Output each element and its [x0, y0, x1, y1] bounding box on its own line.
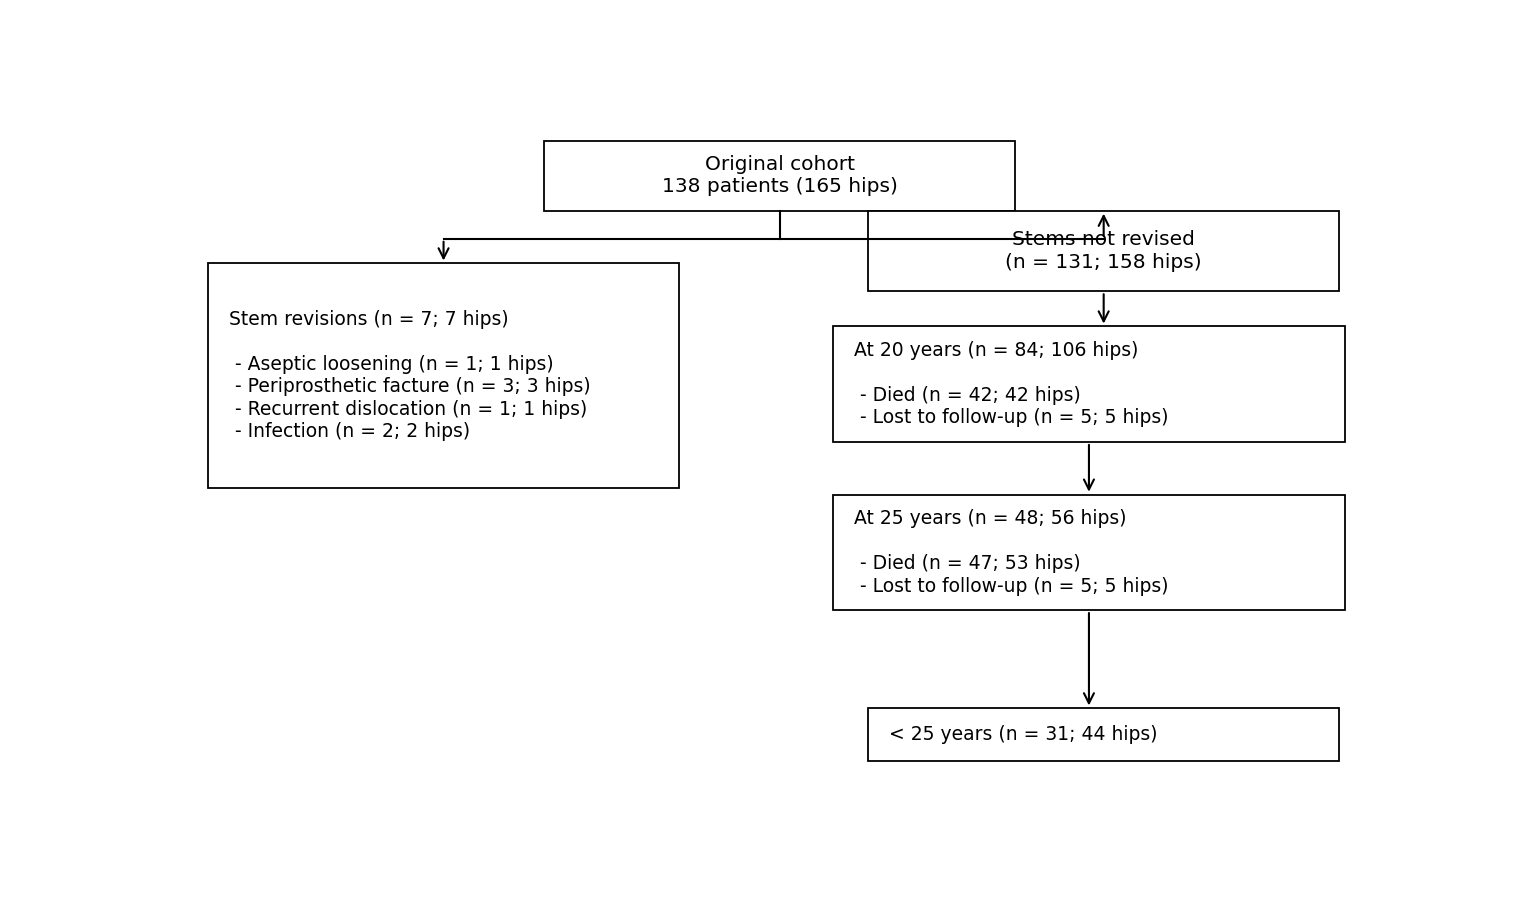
Text: Stems not revised: Stems not revised [1013, 230, 1196, 249]
Text: Original cohort: Original cohort [704, 155, 855, 174]
Text: - Aseptic loosening (n = 1; 1 hips): - Aseptic loosening (n = 1; 1 hips) [230, 355, 554, 374]
FancyBboxPatch shape [208, 263, 680, 488]
FancyBboxPatch shape [832, 495, 1346, 611]
Text: - Died (n = 42; 42 hips): - Died (n = 42; 42 hips) [853, 386, 1080, 405]
Text: - Lost to follow-up (n = 5; 5 hips): - Lost to follow-up (n = 5; 5 hips) [853, 409, 1168, 428]
FancyBboxPatch shape [868, 708, 1340, 761]
Text: (n = 131; 158 hips): (n = 131; 158 hips) [1005, 253, 1202, 272]
Text: 138 patients (165 hips): 138 patients (165 hips) [662, 177, 897, 197]
FancyBboxPatch shape [545, 141, 1016, 211]
Text: At 25 years (n = 48; 56 hips): At 25 years (n = 48; 56 hips) [853, 510, 1126, 529]
Text: At 20 years (n = 84; 106 hips): At 20 years (n = 84; 106 hips) [853, 341, 1138, 360]
FancyBboxPatch shape [868, 211, 1340, 291]
Text: - Infection (n = 2; 2 hips): - Infection (n = 2; 2 hips) [230, 422, 470, 441]
Text: < 25 years (n = 31; 44 hips): < 25 years (n = 31; 44 hips) [890, 725, 1157, 744]
Text: Stem revisions (n = 7; 7 hips): Stem revisions (n = 7; 7 hips) [230, 310, 508, 329]
Text: - Periprosthetic facture (n = 3; 3 hips): - Periprosthetic facture (n = 3; 3 hips) [230, 377, 590, 396]
Text: - Recurrent dislocation (n = 1; 1 hips): - Recurrent dislocation (n = 1; 1 hips) [230, 399, 587, 419]
Text: - Lost to follow-up (n = 5; 5 hips): - Lost to follow-up (n = 5; 5 hips) [853, 577, 1168, 595]
FancyBboxPatch shape [832, 327, 1346, 442]
Text: - Died (n = 47; 53 hips): - Died (n = 47; 53 hips) [853, 554, 1080, 573]
